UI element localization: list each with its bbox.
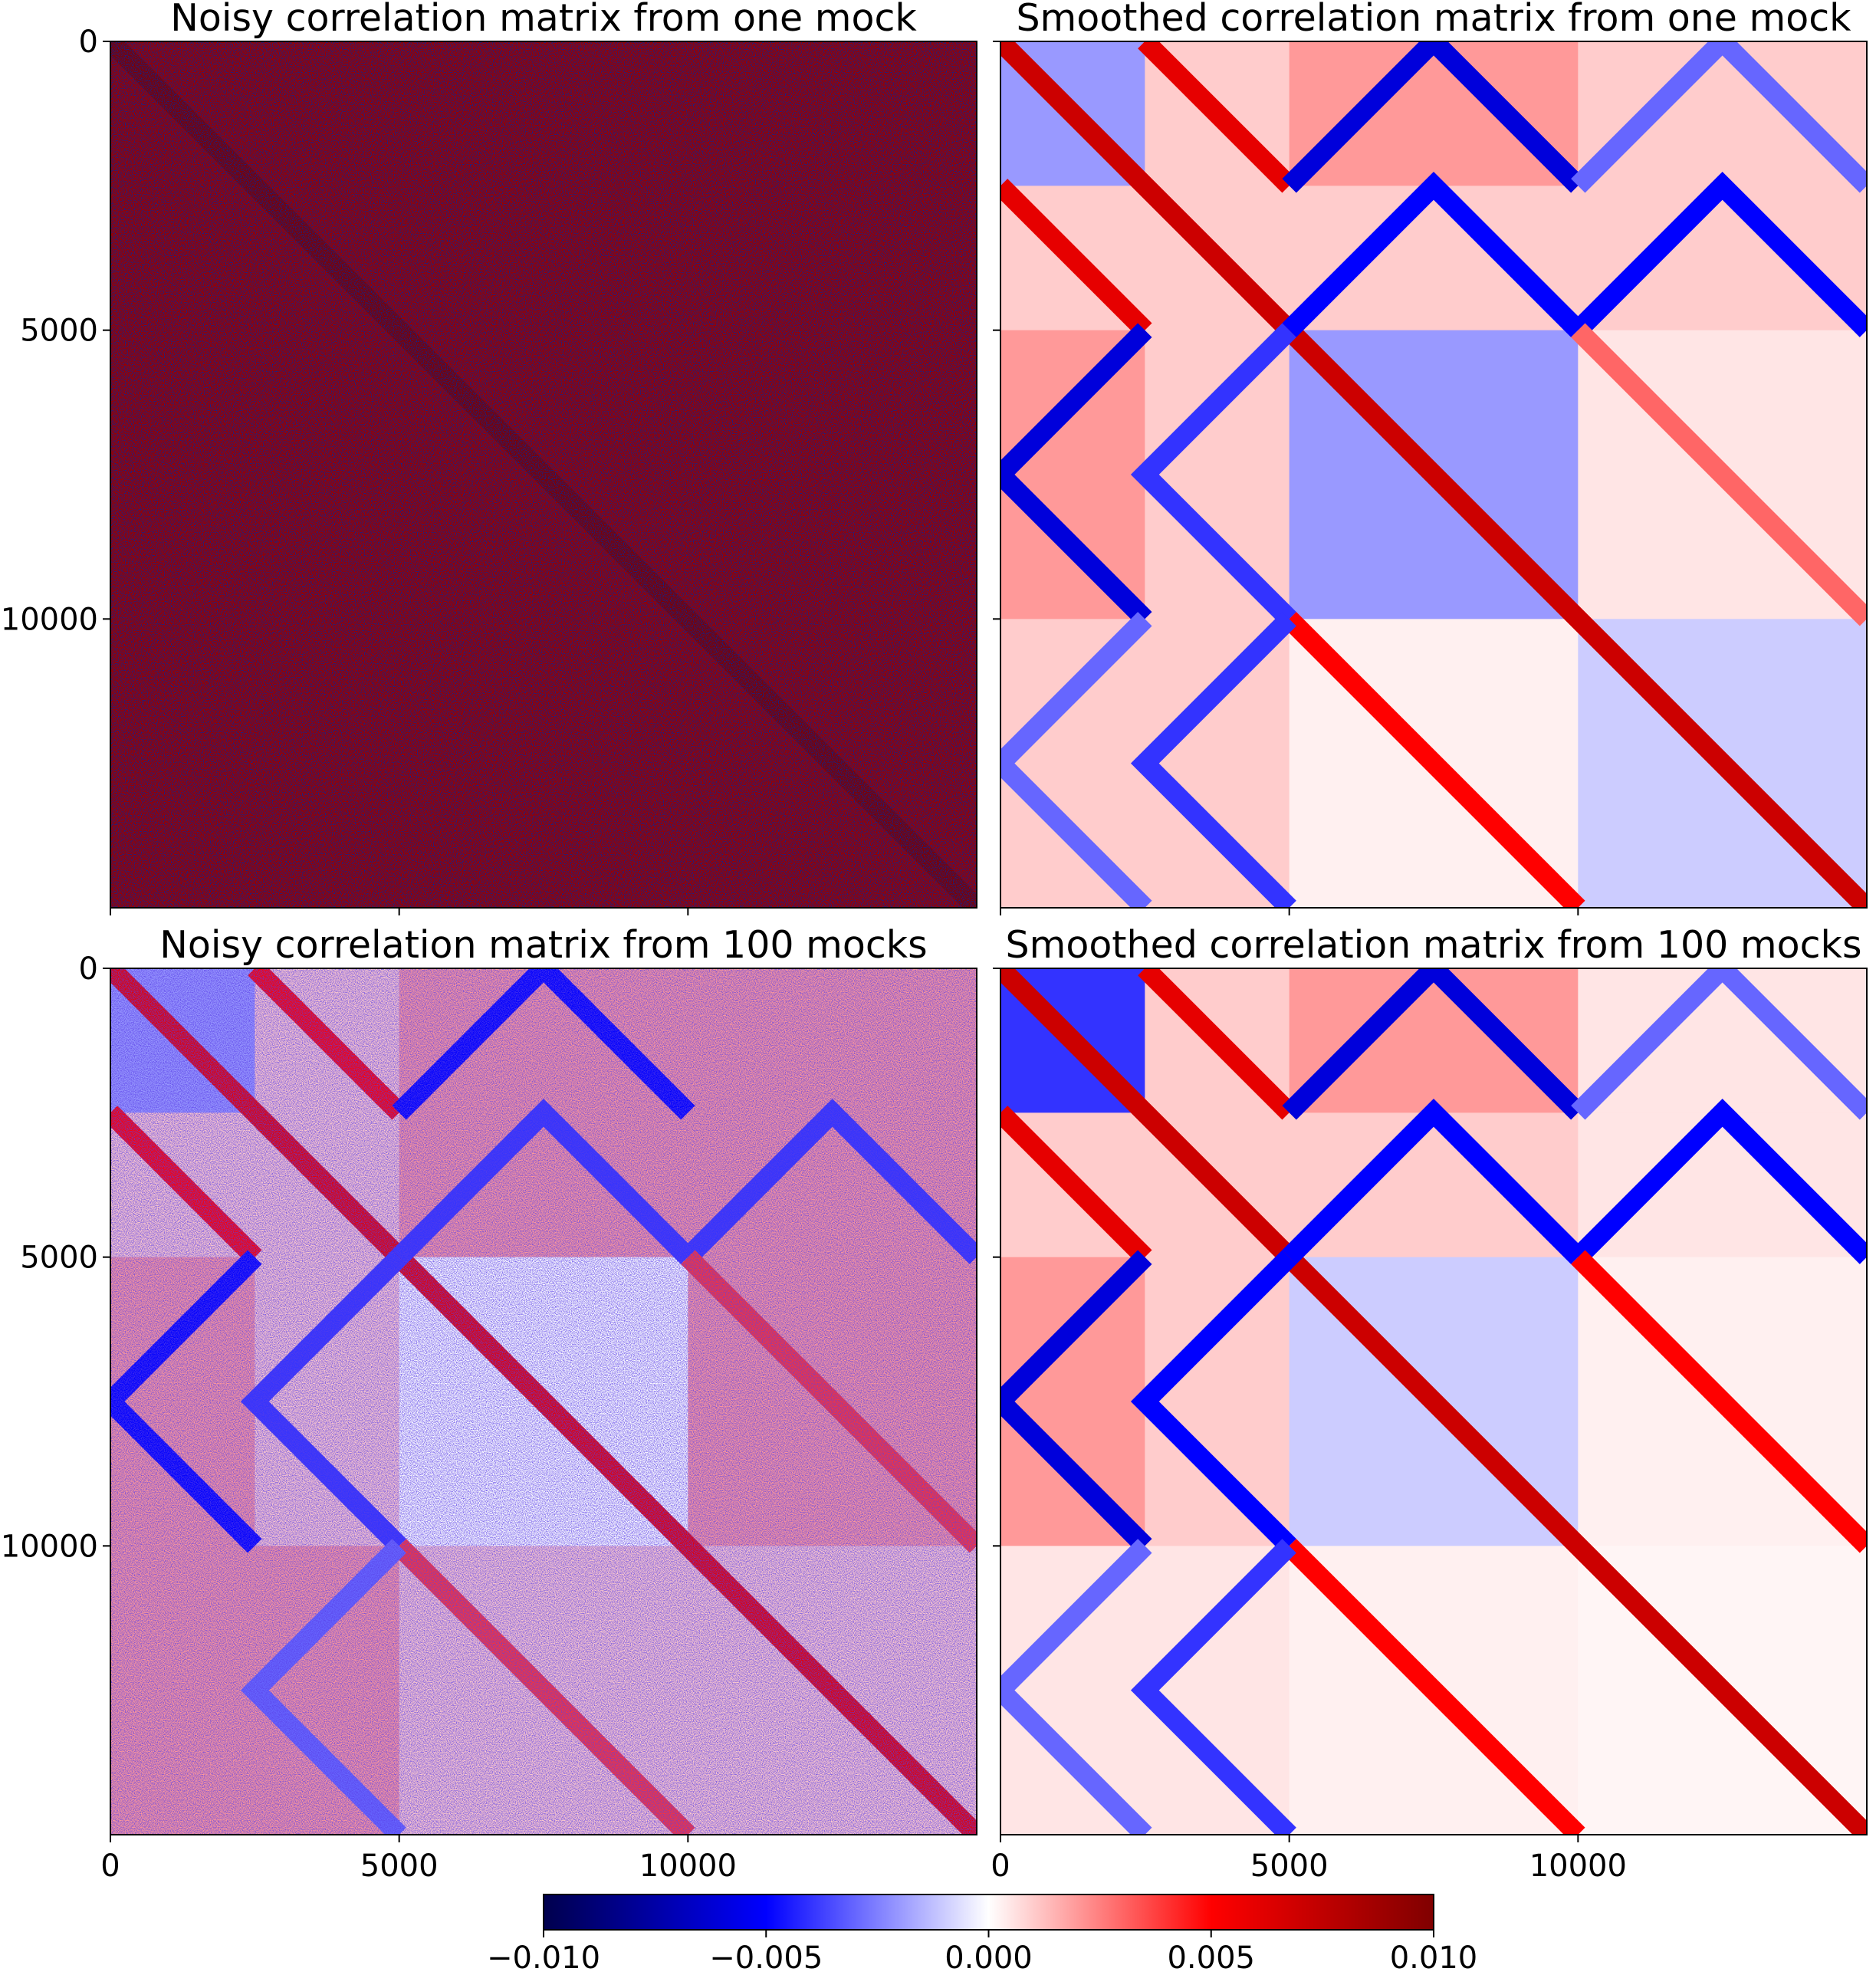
colorbar-tick-label: 0.000 [945,1940,1033,1975]
colorbar [543,1894,1434,1931]
frame [110,968,977,1835]
x-tick-label: 10000 [639,1848,737,1884]
block [1145,330,1290,619]
band [1138,968,1296,1120]
x-tick-label: 10000 [1529,1848,1627,1884]
block [1578,41,1867,186]
block [1145,1546,1290,1835]
band [1571,1250,1867,1553]
band [1130,1250,1296,1553]
band [1282,1098,1585,1264]
colorbar-tick-label: 0.005 [1167,1940,1255,1975]
band [1571,171,1867,337]
x-tick-label: 0 [991,1848,1010,1884]
heatmap [1000,968,1867,1835]
block [1289,1112,1579,1258]
block [1000,619,1145,908]
y-tick-label: 10000 [1,1529,98,1564]
x-tick-label: 0 [100,1848,120,1884]
heatmap [1000,41,1867,908]
band [1282,612,1585,908]
block [1289,968,1579,1113]
y-tick-label: 0 [79,25,98,60]
block [1000,1546,1145,1835]
band [1282,1539,1585,1835]
title: Smoothed correlation matrix from one moc… [1016,0,1851,40]
band [1571,968,1867,1120]
noise-texture [110,41,977,1835]
band [1000,41,1867,908]
title: Noisy correlation matrix from one mock [170,0,917,40]
block [1578,186,1867,331]
block [1289,186,1579,331]
band [1130,612,1296,908]
title: Noisy correlation matrix from 100 mocks [159,923,927,967]
x-tick-label: 5000 [1250,1848,1329,1884]
band [1130,1539,1296,1835]
block [1145,619,1290,908]
band [1571,1098,1867,1264]
frame [1000,41,1868,909]
noise-overlay [110,968,977,1835]
band [1000,1539,1152,1835]
x-tick-label: 5000 [360,1848,439,1884]
band [1571,323,1867,626]
colorbar-tick-label: 0.010 [1390,1940,1478,1975]
band [1282,41,1585,193]
y-tick-label: 0 [79,951,98,987]
band [1000,1250,1152,1553]
block [1000,330,1145,619]
band [1000,1106,1152,1264]
y-tick-label: 10000 [1,602,98,637]
y-tick-label: 5000 [20,314,98,349]
block [1289,41,1579,186]
noise-overlay [110,41,977,908]
title: Smoothed correlation matrix from 100 moc… [1006,923,1862,967]
band [1000,612,1152,908]
frame [110,41,977,909]
band [1000,179,1152,337]
block [1578,1112,1867,1258]
block [1578,968,1867,1113]
band [1571,41,1867,193]
colorbar-tick-label: −0.005 [709,1940,823,1975]
block [1145,1257,1290,1546]
frame [1000,968,1868,1835]
y-tick-label: 5000 [20,1241,98,1276]
band [1282,968,1585,1120]
band [1130,323,1296,626]
band [1000,323,1152,626]
band [1000,968,1867,1835]
band [1282,171,1585,337]
block [1000,1257,1145,1546]
band [1138,41,1296,193]
colorbar-tick-label: −0.010 [487,1940,600,1975]
